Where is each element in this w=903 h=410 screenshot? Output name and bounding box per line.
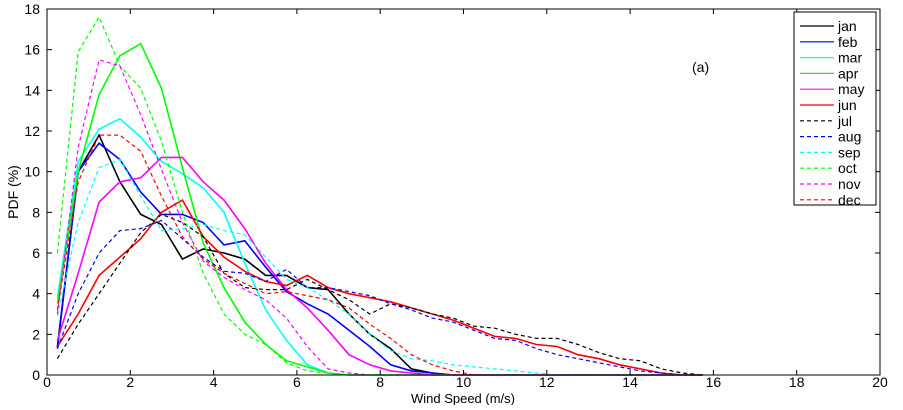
y-tick-label: 2: [32, 326, 40, 342]
x-tick-label: 12: [539, 374, 555, 390]
y-tick-label: 10: [24, 164, 40, 180]
y-tick-label: 6: [32, 245, 40, 261]
legend-label-apr: apr: [838, 65, 859, 81]
legend-label-jun: jun: [837, 97, 857, 113]
plot-frame: [46, 8, 881, 376]
y-axis-label: PDF (%): [5, 165, 21, 219]
series-line-aug: [56, 219, 703, 376]
legend-box: [793, 11, 877, 206]
series-line-nov: [56, 59, 703, 376]
y-tick-label: 4: [32, 286, 40, 302]
legend-label-jul: jul: [837, 113, 852, 129]
legend-label-sep: sep: [838, 144, 861, 160]
x-axis-label: Wind Speed (m/s): [411, 391, 515, 405]
x-tick-label: 18: [789, 374, 805, 390]
y-tick-label: 12: [24, 123, 40, 139]
x-tick-label: 10: [456, 374, 472, 390]
legend-label-dec: dec: [838, 192, 861, 208]
y-tick-label: 18: [24, 1, 40, 17]
legend-label-jan: jan: [837, 18, 857, 34]
annotation-label: (a): [692, 59, 709, 75]
legend-label-mar: mar: [838, 50, 862, 66]
series-line-feb: [56, 142, 703, 376]
series-line-apr: [56, 42, 703, 376]
legend-label-nov: nov: [838, 176, 861, 192]
legend-label-oct: oct: [838, 160, 857, 176]
y-tick-label: 8: [32, 204, 40, 220]
x-tick-label: 14: [622, 374, 638, 390]
legend-label-feb: feb: [838, 34, 858, 50]
x-tick-label: 4: [210, 374, 218, 390]
legend-label-may: may: [838, 81, 864, 97]
series-line-sep: [56, 158, 703, 376]
series-line-oct: [56, 15, 703, 376]
x-tick-label: 20: [872, 374, 888, 390]
y-tick-label: 16: [24, 42, 40, 58]
x-tick-label: 0: [43, 374, 51, 390]
series-line-dec: [56, 134, 703, 376]
y-tick-label: 0: [32, 367, 40, 383]
x-tick-label: 2: [126, 374, 134, 390]
legend-label-aug: aug: [838, 129, 861, 145]
series-line-jun: [56, 199, 703, 376]
x-tick-label: 6: [293, 374, 301, 390]
series-line-mar: [56, 117, 703, 376]
series-line-jan: [56, 133, 703, 376]
x-tick-label: 8: [376, 374, 384, 390]
y-tick-label: 14: [24, 82, 40, 98]
series-line-jul: [56, 213, 704, 376]
x-tick-label: 16: [706, 374, 722, 390]
series-layer: [56, 15, 704, 376]
axis-ticks: 0 2 4 6 8 10 12 14 16 18 20 0 2 4 6 8 10 12 14 16 18: [24, 1, 888, 390]
